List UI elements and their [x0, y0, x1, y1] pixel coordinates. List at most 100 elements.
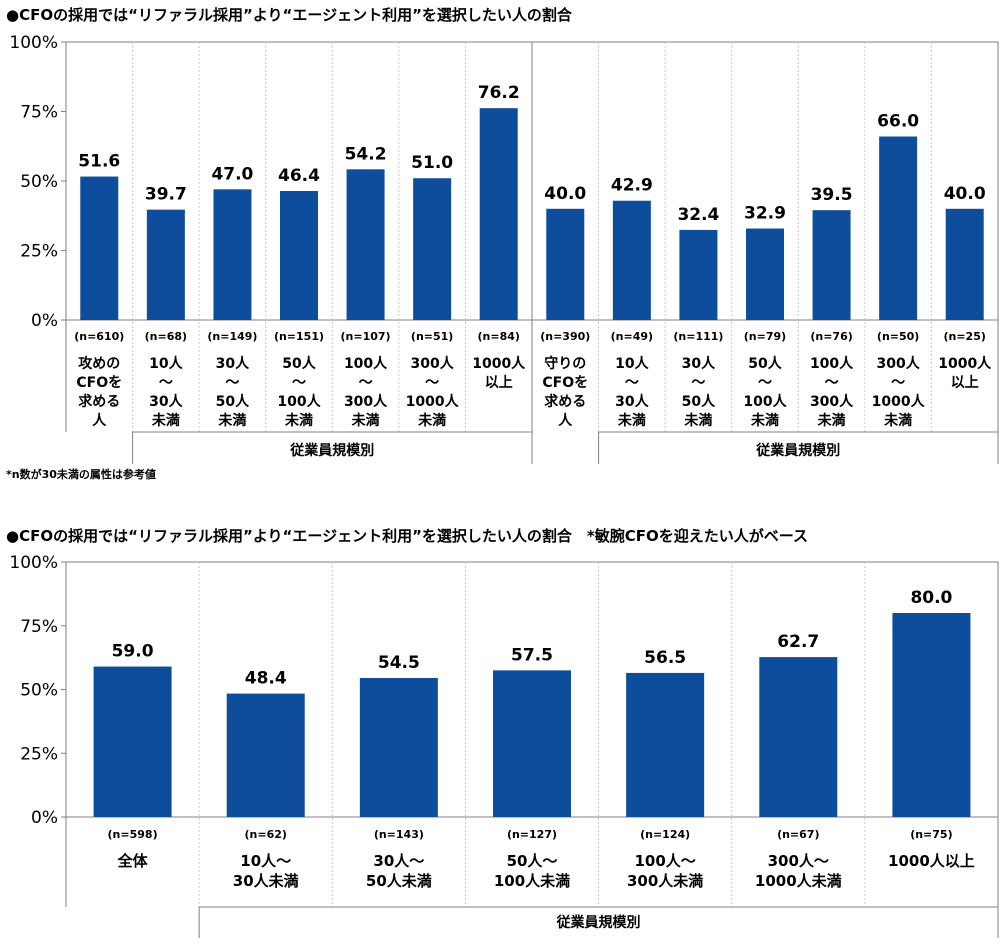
- category-label: 未満: [751, 412, 779, 429]
- category-label: 人: [558, 412, 573, 429]
- data-label: 56.5: [644, 648, 686, 668]
- category-label: 300人未満: [627, 872, 703, 890]
- sample-size-label: (n=390): [540, 330, 590, 343]
- data-label: 76.2: [478, 83, 520, 103]
- category-label: ～: [891, 375, 905, 391]
- category-label: 100人: [277, 393, 321, 410]
- chart-bottom: ●CFOの採用では“リファラル採用”より“エージェント利用”を選択したい人の割合…: [6, 527, 999, 938]
- category-label: ～: [425, 375, 439, 391]
- data-label: 54.2: [345, 144, 387, 164]
- category-label: 50人: [682, 393, 716, 410]
- bar: [679, 229, 718, 320]
- data-label: 32.4: [677, 205, 719, 225]
- category-label: 100人: [810, 355, 854, 372]
- data-label: 62.7: [777, 632, 819, 652]
- data-label: 66.0: [877, 112, 919, 132]
- category-label: 未満: [684, 412, 712, 429]
- category-label: 人: [92, 412, 107, 429]
- data-label: 57.5: [511, 645, 553, 665]
- bar: [80, 176, 119, 320]
- bar: [146, 209, 185, 320]
- group-label: 従業員規模別: [755, 442, 840, 459]
- category-label: 攻めの: [78, 355, 120, 372]
- category-label: 未満: [884, 412, 912, 429]
- category-label: 30人: [682, 355, 716, 372]
- sample-size-label: (n=25): [943, 330, 985, 343]
- category-label: 1000人: [406, 393, 460, 410]
- sample-size-label: (n=75): [910, 828, 952, 841]
- y-tick-label: 25%: [20, 744, 58, 764]
- bar: [279, 191, 318, 320]
- bar: [626, 672, 705, 817]
- data-label: 39.5: [811, 185, 853, 205]
- category-label: 100人未満: [494, 872, 570, 890]
- bar: [945, 208, 984, 320]
- category-label: CFOを: [542, 375, 588, 391]
- category-label: 10人: [615, 355, 649, 372]
- category-label: ～: [292, 375, 306, 391]
- category-label: CFOを: [76, 375, 122, 391]
- y-tick-label: 100%: [9, 33, 58, 53]
- category-label: 100人: [743, 393, 787, 410]
- sample-size-label: (n=149): [207, 330, 257, 343]
- data-label: 32.9: [744, 204, 786, 224]
- category-label: 300人: [877, 355, 921, 372]
- category-label: 30人: [149, 393, 183, 410]
- data-label: 40.0: [544, 184, 586, 204]
- sample-size-label: (n=610): [74, 330, 124, 343]
- category-label: 求める: [78, 393, 120, 410]
- category-label: 1000人: [938, 355, 992, 372]
- bar: [213, 189, 252, 320]
- y-tick-label: 75%: [20, 103, 58, 123]
- bar: [546, 208, 585, 320]
- category-label: ～: [159, 375, 173, 391]
- category-label: 全体: [117, 852, 149, 870]
- category-label: 未満: [618, 412, 646, 429]
- category-label: 求める: [544, 393, 586, 410]
- footnote: *n数が30未満の属性は参考値: [6, 467, 156, 481]
- sample-size-label: (n=49): [611, 330, 653, 343]
- category-label: 50人: [282, 355, 316, 372]
- category-label: 未満: [285, 412, 313, 429]
- category-label: 1000人: [472, 355, 526, 372]
- sample-size-label: (n=598): [108, 828, 158, 841]
- category-label: ～: [691, 375, 705, 391]
- category-label: 以上: [485, 375, 513, 391]
- bar: [346, 169, 385, 320]
- category-label: 30人: [216, 355, 250, 372]
- sample-size-label: (n=143): [374, 828, 424, 841]
- data-label: 42.9: [611, 176, 653, 196]
- chart-top: ●CFOの採用では“リファラル採用”より“エージェント利用”を選択したい人の割合…: [6, 6, 999, 481]
- y-tick-label: 0%: [31, 311, 58, 331]
- sample-size-label: (n=68): [145, 330, 187, 343]
- sample-size-label: (n=151): [274, 330, 324, 343]
- bar: [493, 670, 572, 817]
- sample-size-label: (n=51): [411, 330, 453, 343]
- category-label: ～: [825, 375, 839, 391]
- bar: [93, 666, 172, 817]
- bar: [226, 693, 305, 817]
- category-label: ～: [758, 375, 772, 391]
- data-label: 51.0: [411, 153, 453, 173]
- chart-title: ●CFOの採用では“リファラル採用”より“エージェント利用”を選択したい人の割合: [6, 6, 573, 24]
- category-label: 100人～: [634, 852, 695, 870]
- category-label: 50人～: [507, 852, 558, 870]
- sample-size-label: (n=76): [810, 330, 852, 343]
- category-label: 30人～: [373, 852, 424, 870]
- category-label: 10人: [149, 355, 183, 372]
- category-label: 未満: [352, 412, 380, 429]
- bar: [612, 200, 651, 320]
- data-label: 59.0: [112, 642, 154, 662]
- category-label: 300人～: [768, 852, 829, 870]
- category-label: 300人: [411, 355, 455, 372]
- y-tick-label: 50%: [20, 172, 58, 192]
- bar: [359, 678, 438, 817]
- category-label: 1000人: [872, 393, 926, 410]
- category-label: 未満: [218, 412, 246, 429]
- bar: [745, 228, 784, 320]
- category-label: 50人未満: [366, 872, 432, 890]
- sample-size-label: (n=67): [777, 828, 819, 841]
- category-label: 守りの: [544, 355, 586, 372]
- sample-size-label: (n=79): [744, 330, 786, 343]
- y-tick-label: 75%: [20, 617, 58, 637]
